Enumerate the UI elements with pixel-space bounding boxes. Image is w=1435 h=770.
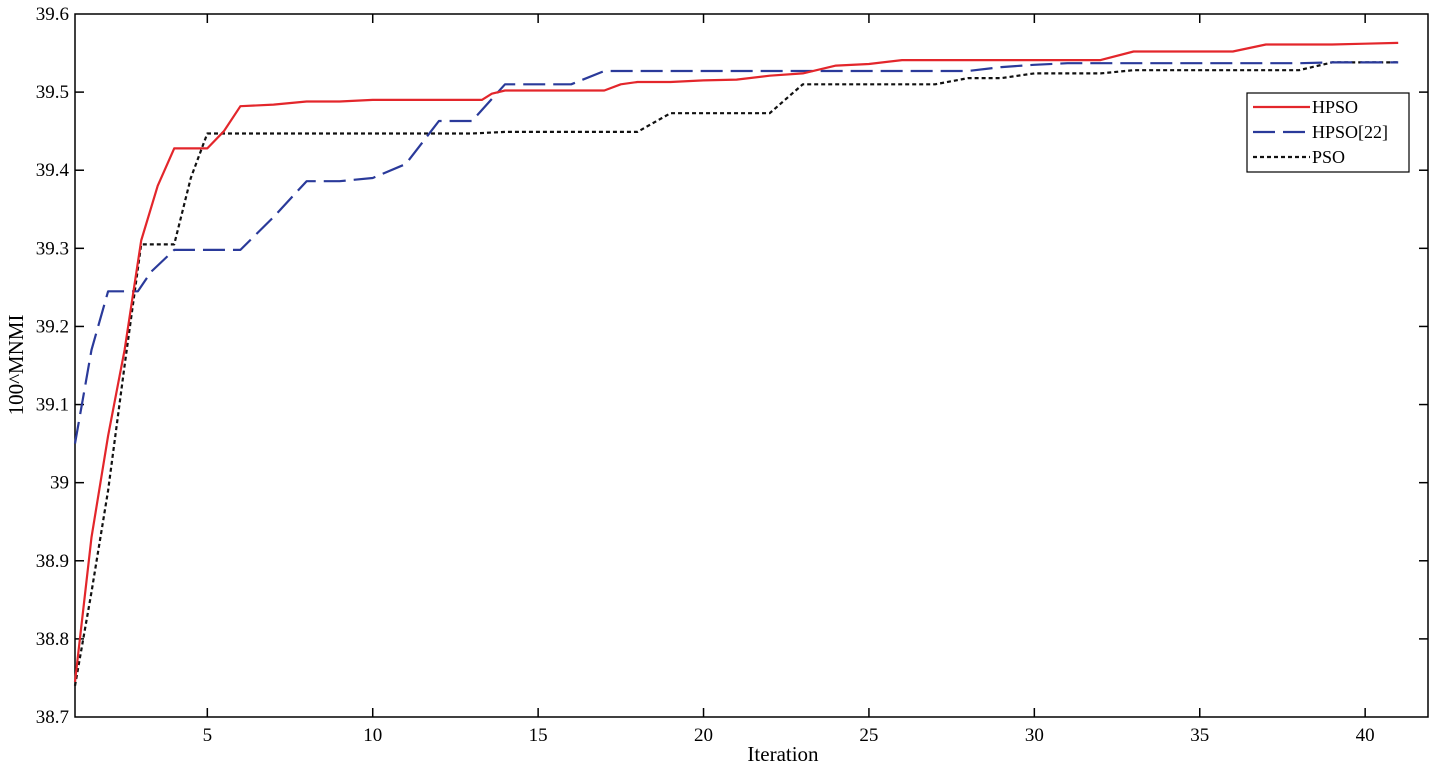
y-tick-label: 39.5 bbox=[36, 82, 69, 103]
legend-label: PSO bbox=[1312, 147, 1345, 167]
y-tick-label: 39 bbox=[50, 473, 69, 494]
x-tick-label: 40 bbox=[1356, 725, 1375, 746]
legend-label: HPSO[22] bbox=[1312, 122, 1388, 142]
y-tick-label: 39.2 bbox=[36, 316, 69, 337]
series-line-pso bbox=[73, 61, 1399, 686]
x-axis-title: Iteration bbox=[747, 742, 819, 766]
x-tick-label: 15 bbox=[529, 725, 548, 746]
x-tick-label: 10 bbox=[363, 725, 382, 746]
y-axis-title: 100^MNMI bbox=[4, 315, 28, 416]
y-tick-label: 39.3 bbox=[36, 238, 69, 259]
y-tick-label: 38.7 bbox=[36, 707, 69, 728]
x-tick-label: 30 bbox=[1025, 725, 1044, 746]
plot-area bbox=[74, 13, 1429, 718]
y-tick-label: 38.9 bbox=[36, 551, 69, 572]
legend-items: HPSO HPSO[22] PSO bbox=[1253, 97, 1388, 167]
series-layer bbox=[73, 41, 1399, 686]
x-tick-label: 35 bbox=[1190, 725, 1209, 746]
series-line-hpso bbox=[73, 41, 1399, 683]
legend-label: HPSO bbox=[1312, 97, 1358, 117]
y-tick-label: 39.1 bbox=[36, 395, 69, 416]
x-tick-label: 25 bbox=[859, 725, 878, 746]
legend: HPSO HPSO[22] PSO bbox=[1246, 92, 1410, 173]
y-tick-label: 39.6 bbox=[36, 4, 69, 25]
series-line-hpso-22 bbox=[73, 61, 1399, 444]
tick-labels: 5 10 15 20 25 30 35 40 38.7 38.8 38.9 39 39.1 39.2 39.… bbox=[36, 4, 1375, 746]
x-tick-label: 20 bbox=[694, 725, 713, 746]
y-tick-label: 38.8 bbox=[36, 629, 69, 650]
y-tick-label: 39.4 bbox=[36, 160, 70, 181]
x-tick-label: 5 bbox=[203, 725, 213, 746]
